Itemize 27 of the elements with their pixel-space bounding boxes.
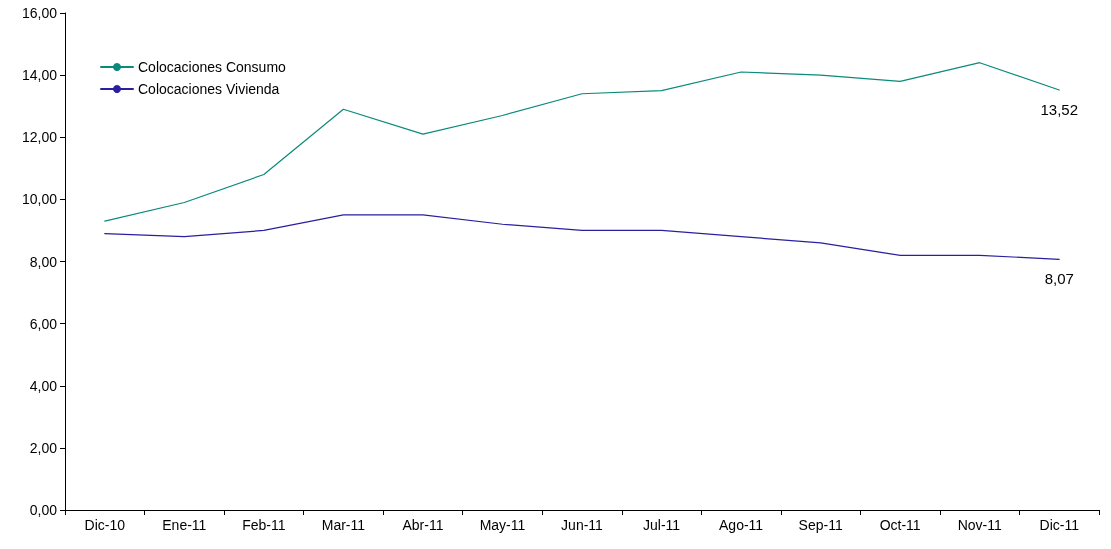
y-tick-label: 0,00	[29, 502, 58, 518]
y-tick-label: 14,00	[21, 67, 58, 84]
legend-label: Colocaciones Vivienda	[138, 81, 280, 97]
y-tick-label: 12,00	[21, 129, 58, 146]
y-tick-label: 8,00	[29, 253, 58, 270]
x-tick-label: Feb-11	[242, 517, 286, 533]
line-series	[104, 214, 1060, 260]
x-tick-label: Dic-11	[1039, 517, 1080, 533]
y-tick-label: 16,00	[21, 5, 58, 21]
x-tick-label: Sep-11	[798, 517, 843, 533]
y-tick-label: 10,00	[21, 191, 58, 208]
x-tick-label: Ago-11	[719, 517, 764, 533]
x-tick-label: Mar-11	[321, 517, 366, 533]
data-label: 8,07	[1044, 270, 1074, 288]
x-tick-label: Oct-11	[879, 517, 921, 533]
y-tick-label: 2,00	[29, 439, 58, 456]
x-tick-label: Dic-10	[84, 517, 126, 533]
x-tick-label: Abr-11	[402, 517, 444, 533]
y-tick-label: 4,00	[29, 377, 58, 394]
data-label: 13,52	[1040, 101, 1078, 119]
legend-label: Colocaciones Consumo	[138, 59, 287, 75]
x-tick-label: Nov-11	[957, 517, 1002, 533]
x-tick-label: Jul-11	[642, 517, 681, 533]
x-tick-label: Ene-11	[162, 517, 207, 533]
y-tick-label: 6,00	[29, 315, 58, 332]
x-tick-label: May-11	[479, 517, 526, 533]
x-tick-label: Jun-11	[561, 517, 604, 533]
